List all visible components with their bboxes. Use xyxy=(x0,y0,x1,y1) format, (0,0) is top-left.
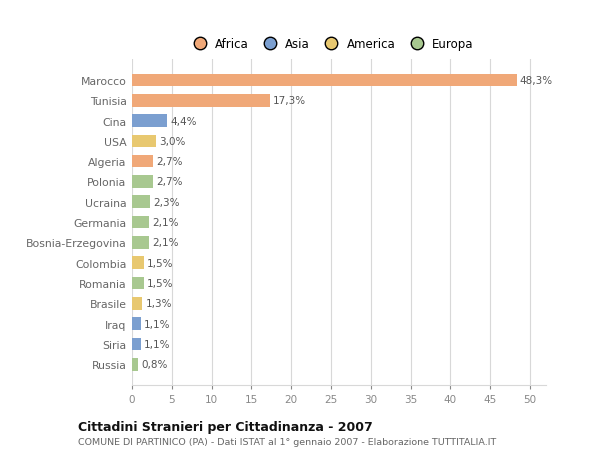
Bar xyxy=(132,216,149,229)
Legend: Africa, Asia, America, Europa: Africa, Asia, America, Europa xyxy=(183,33,478,56)
Text: 1,5%: 1,5% xyxy=(147,279,173,288)
Text: 1,3%: 1,3% xyxy=(146,299,172,308)
Text: 2,7%: 2,7% xyxy=(157,177,183,187)
Text: 48,3%: 48,3% xyxy=(520,76,553,86)
Bar xyxy=(132,115,167,128)
Bar xyxy=(132,257,144,269)
Bar xyxy=(132,236,149,249)
Bar xyxy=(132,196,151,209)
Text: 1,1%: 1,1% xyxy=(144,339,170,349)
Bar xyxy=(132,95,270,107)
Bar xyxy=(132,318,141,330)
Text: 1,5%: 1,5% xyxy=(147,258,173,268)
Bar xyxy=(132,358,139,371)
Text: 2,3%: 2,3% xyxy=(154,197,180,207)
Text: 2,1%: 2,1% xyxy=(152,218,178,228)
Text: 2,1%: 2,1% xyxy=(152,238,178,248)
Bar xyxy=(132,74,517,87)
Bar xyxy=(132,277,144,290)
Text: 17,3%: 17,3% xyxy=(273,96,306,106)
Text: 3,0%: 3,0% xyxy=(159,137,185,146)
Bar xyxy=(132,297,142,310)
Text: 0,8%: 0,8% xyxy=(142,359,168,369)
Text: COMUNE DI PARTINICO (PA) - Dati ISTAT al 1° gennaio 2007 - Elaborazione TUTTITAL: COMUNE DI PARTINICO (PA) - Dati ISTAT al… xyxy=(78,437,496,446)
Bar xyxy=(132,176,154,188)
Text: 4,4%: 4,4% xyxy=(170,116,197,126)
Bar xyxy=(132,338,141,351)
Bar xyxy=(132,156,154,168)
Text: Cittadini Stranieri per Cittadinanza - 2007: Cittadini Stranieri per Cittadinanza - 2… xyxy=(78,420,373,433)
Text: 2,7%: 2,7% xyxy=(157,157,183,167)
Bar xyxy=(132,135,156,148)
Text: 1,1%: 1,1% xyxy=(144,319,170,329)
